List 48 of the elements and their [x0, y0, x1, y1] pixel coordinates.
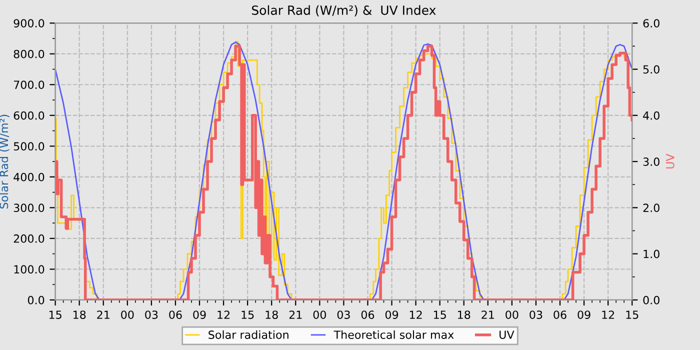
x-tick-label: 15	[49, 310, 62, 319]
x-tick-label: 12	[602, 310, 614, 319]
x-tick-label: 09	[193, 310, 206, 319]
y-tick-label: 100.0	[14, 265, 44, 274]
y2-tick-label: 3.0	[643, 158, 660, 166]
y2-tick-label: 5.0	[643, 65, 660, 74]
x-tick-label: 06	[554, 310, 566, 319]
chart-title: Solar Rad (W/m²) & UV Index	[252, 5, 436, 16]
y-axis-title: Solar Rad (W/m²)	[0, 114, 10, 208]
y-tick-label: 800.0	[14, 50, 44, 58]
x-tick-label: 15	[242, 310, 254, 319]
y-tick-label: 0.0	[28, 296, 44, 304]
x-tick-label: 15	[434, 310, 446, 319]
y2-tick-label: 2.0	[643, 204, 660, 212]
x-tick-label: 00	[313, 310, 326, 319]
y2-tick-label: 6.0	[643, 19, 660, 28]
y-tick-label: 600.0	[14, 111, 44, 120]
y2-axis-title: UV	[666, 154, 674, 168]
legend-label: Theoretical solar max	[334, 330, 454, 339]
x-tick-label: 03	[145, 310, 158, 319]
y2-tick-label: 4.0	[643, 111, 660, 120]
y-tick-label: 300.0	[14, 204, 44, 212]
x-tick-label: 18	[458, 310, 470, 319]
legend-label: UV	[500, 330, 514, 339]
y2-tick-label: 0.0	[643, 296, 660, 304]
x-tick-label: 06	[361, 310, 374, 319]
x-tick-label: 18	[266, 310, 278, 319]
x-tick-label: 03	[530, 310, 542, 319]
x-tick-label: 18	[73, 310, 86, 319]
x-tick-label: 06	[169, 310, 182, 319]
y-tick-label: 400.0	[14, 172, 44, 182]
x-tick-label: 21	[482, 310, 494, 319]
x-tick-label: 21	[289, 310, 302, 319]
y-tick-label: 500.0	[14, 142, 44, 151]
y-tick-label: 900.0	[14, 19, 44, 28]
x-tick-label: 00	[506, 310, 518, 319]
x-tick-label: 15	[626, 310, 638, 319]
y-tick-label: 700.0	[14, 80, 44, 89]
legend-label: Solar radiation	[208, 330, 288, 339]
x-tick-label: 03	[337, 310, 350, 319]
y-tick-label: 200.0	[14, 234, 44, 243]
x-tick-label: 12	[410, 310, 422, 319]
x-tick-label: 00	[121, 310, 134, 319]
x-tick-label: 12	[218, 310, 230, 319]
x-tick-label: 21	[97, 310, 110, 319]
y2-tick-label: 1.0	[644, 250, 660, 258]
x-tick-label: 09	[578, 310, 590, 319]
x-tick-label: 09	[385, 310, 398, 319]
